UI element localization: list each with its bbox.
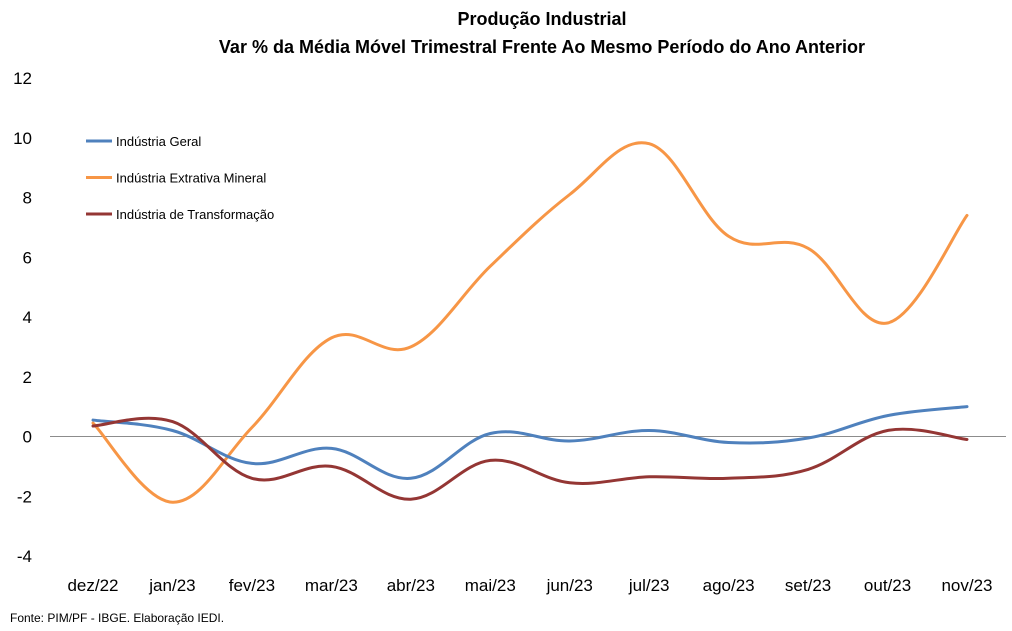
y-tick-label: -4: [17, 547, 32, 566]
x-tick-label: abr/23: [387, 576, 435, 595]
x-tick-label: jan/23: [148, 576, 195, 595]
series-layer: [91, 141, 969, 504]
y-axis: -4 -2 0 2 4 6 8 10 12: [13, 69, 32, 566]
series-line-1: [91, 141, 969, 504]
x-tick-label: jun/23: [546, 576, 593, 595]
x-tick-label: fev/23: [229, 576, 275, 595]
x-tick-label: jul/23: [628, 576, 670, 595]
y-tick-label: 10: [13, 129, 32, 148]
x-axis: dez/22 jan/23 fev/23 mar/23 abr/23 mai/23 jun/…: [67, 576, 992, 595]
y-tick-label: 4: [23, 308, 32, 327]
x-tick-label: set/23: [785, 576, 831, 595]
legend-label: Indústria Geral: [116, 134, 201, 149]
legend-label: Indústria de Transformação: [116, 207, 274, 222]
x-tick-label: ago/23: [703, 576, 755, 595]
chart-title: Produção Industrial: [457, 9, 626, 29]
legend: Indústria Geral Indústria Extrativa Miner…: [86, 134, 274, 222]
y-tick-label: -2: [17, 487, 32, 506]
y-tick-label: 12: [13, 69, 32, 88]
series-line-0: [91, 405, 969, 480]
x-tick-label: dez/22: [67, 576, 118, 595]
x-tick-label: out/23: [864, 576, 911, 595]
x-tick-label: nov/23: [941, 576, 992, 595]
legend-label: Indústria Extrativa Mineral: [116, 171, 266, 186]
source-note: Fonte: PIM/PF - IBGE. Elaboração IEDI.: [10, 611, 224, 625]
y-tick-label: 6: [23, 248, 32, 267]
y-tick-label: 0: [23, 428, 32, 447]
x-tick-label: mar/23: [305, 576, 358, 595]
series-line-2: [91, 416, 969, 501]
x-tick-label: mai/23: [465, 576, 516, 595]
y-tick-label: 2: [23, 368, 32, 387]
chart-subtitle: Var % da Média Móvel Trimestral Frente A…: [219, 37, 865, 57]
y-tick-label: 8: [23, 189, 32, 208]
